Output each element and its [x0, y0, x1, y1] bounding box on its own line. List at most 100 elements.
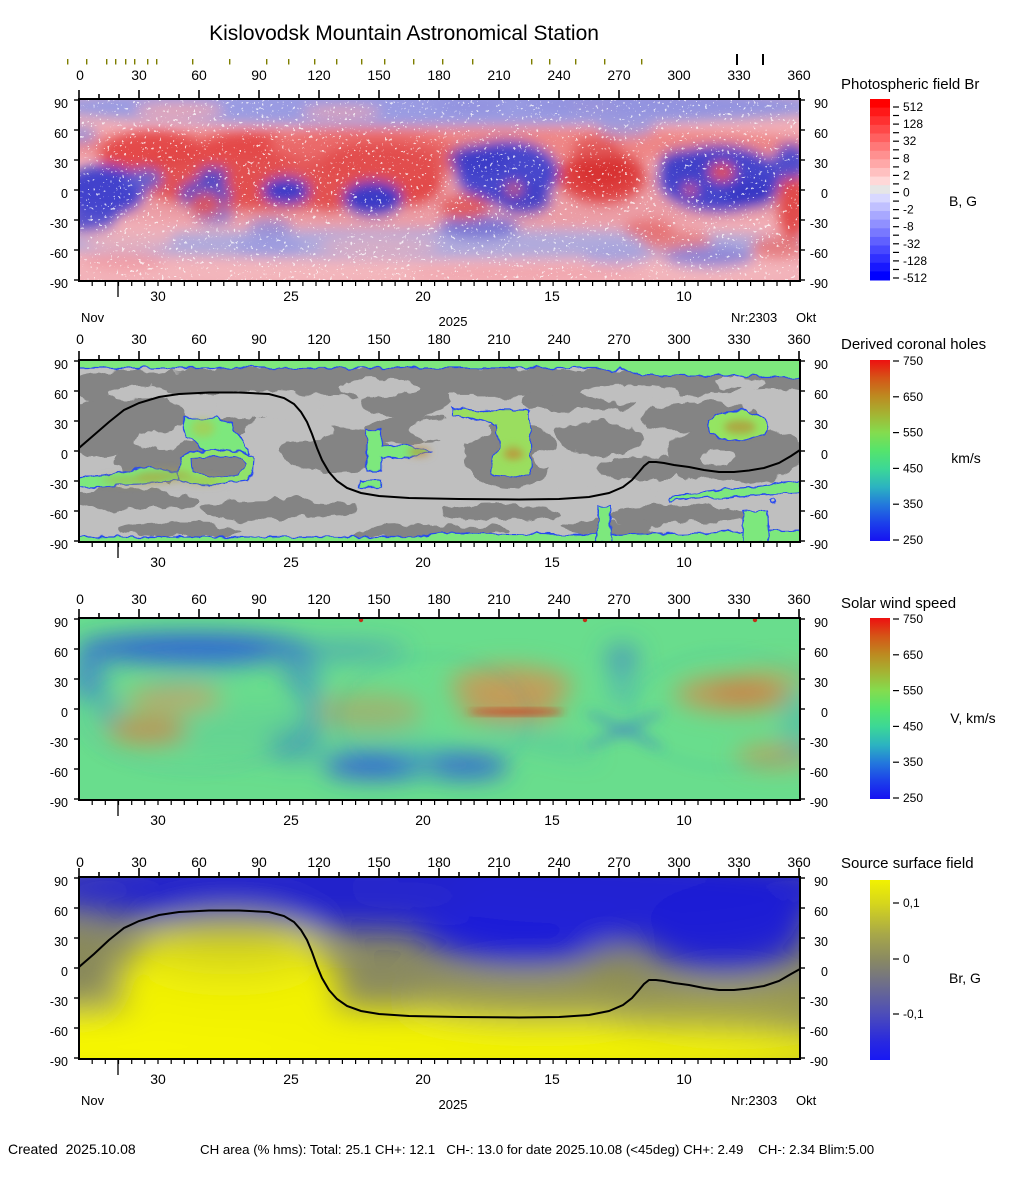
svg-text:210: 210: [487, 67, 511, 83]
svg-text:Photospheric field Br: Photospheric field Br: [841, 76, 979, 93]
svg-text:120: 120: [307, 854, 331, 870]
svg-text:10: 10: [676, 1071, 692, 1087]
svg-text:90: 90: [251, 331, 267, 347]
svg-text:20: 20: [415, 288, 431, 304]
svg-text:180: 180: [427, 331, 451, 347]
svg-text:-2: -2: [903, 203, 914, 217]
svg-text:180: 180: [427, 591, 451, 607]
svg-text:60: 60: [814, 646, 828, 660]
svg-text:B, G: B, G: [949, 193, 977, 209]
svg-text:Nr:2303: Nr:2303: [731, 1093, 777, 1108]
svg-text:90: 90: [814, 358, 828, 372]
svg-text:-128: -128: [903, 254, 927, 268]
svg-text:km/s: km/s: [951, 450, 981, 466]
svg-text:Solar wind speed: Solar wind speed: [841, 595, 956, 612]
svg-text:300: 300: [667, 331, 691, 347]
svg-text:-512: -512: [903, 271, 927, 285]
svg-text:360: 360: [787, 854, 811, 870]
svg-text:Source surface field: Source surface field: [841, 855, 974, 872]
svg-text:210: 210: [487, 591, 511, 607]
svg-text:150: 150: [367, 854, 391, 870]
svg-text:Nov: Nov: [81, 1093, 105, 1108]
svg-text:30: 30: [814, 676, 828, 690]
svg-text:250: 250: [903, 533, 923, 547]
svg-text:30: 30: [54, 157, 68, 171]
svg-text:-90: -90: [810, 277, 828, 291]
svg-text:-30: -30: [810, 995, 828, 1009]
svg-text:-30: -30: [810, 736, 828, 750]
svg-text:-60: -60: [50, 247, 68, 261]
svg-text:-90: -90: [810, 538, 828, 552]
svg-text:750: 750: [903, 612, 923, 626]
svg-text:60: 60: [54, 905, 68, 919]
svg-text:60: 60: [54, 646, 68, 660]
svg-text:2025: 2025: [439, 1097, 468, 1112]
svg-text:15: 15: [544, 288, 560, 304]
svg-text:90: 90: [251, 854, 267, 870]
svg-text:330: 330: [727, 331, 751, 347]
svg-text:2025: 2025: [439, 314, 468, 329]
svg-text:0: 0: [76, 854, 84, 870]
svg-text:30: 30: [131, 331, 147, 347]
svg-text:25: 25: [283, 812, 299, 828]
svg-text:300: 300: [667, 67, 691, 83]
svg-text:0: 0: [821, 187, 828, 201]
svg-text:0: 0: [61, 187, 68, 201]
svg-text:330: 330: [727, 591, 751, 607]
svg-text:30: 30: [131, 591, 147, 607]
svg-text:-30: -30: [50, 736, 68, 750]
svg-text:-8: -8: [903, 220, 914, 234]
svg-text:0: 0: [76, 331, 84, 347]
svg-text:Kislovodsk Mountain Astronomic: Kislovodsk Mountain Astronomical Station: [209, 22, 599, 45]
svg-text:0,1: 0,1: [903, 896, 920, 910]
svg-text:90: 90: [814, 616, 828, 630]
svg-text:-60: -60: [810, 508, 828, 522]
svg-text:-30: -30: [810, 217, 828, 231]
svg-text:-90: -90: [810, 1055, 828, 1069]
svg-text:90: 90: [54, 97, 68, 111]
svg-text:10: 10: [676, 288, 692, 304]
svg-text:15: 15: [544, 1071, 560, 1087]
svg-text:Nr:2303: Nr:2303: [731, 310, 777, 325]
svg-text:90: 90: [814, 875, 828, 889]
svg-text:-60: -60: [810, 1025, 828, 1039]
svg-text:0: 0: [76, 591, 84, 607]
svg-text:Nov: Nov: [81, 310, 105, 325]
svg-text:60: 60: [54, 127, 68, 141]
svg-text:15: 15: [544, 554, 560, 570]
svg-text:Derived coronal holes: Derived coronal holes: [841, 336, 986, 353]
svg-text:0: 0: [821, 965, 828, 979]
svg-text:60: 60: [814, 905, 828, 919]
svg-text:-60: -60: [50, 766, 68, 780]
svg-text:450: 450: [903, 719, 923, 733]
svg-text:350: 350: [903, 497, 923, 511]
svg-text:8: 8: [903, 151, 910, 165]
svg-text:550: 550: [903, 684, 923, 698]
svg-text:-30: -30: [50, 995, 68, 1009]
svg-text:240: 240: [547, 67, 571, 83]
svg-text:20: 20: [415, 554, 431, 570]
svg-text:V, km/s: V, km/s: [950, 710, 995, 726]
svg-text:60: 60: [54, 388, 68, 402]
svg-text:0: 0: [61, 706, 68, 720]
svg-text:240: 240: [547, 854, 571, 870]
svg-text:30: 30: [814, 935, 828, 949]
svg-text:-90: -90: [50, 538, 68, 552]
svg-text:120: 120: [307, 591, 331, 607]
svg-text:20: 20: [415, 1071, 431, 1087]
svg-text:-60: -60: [810, 766, 828, 780]
svg-text:-60: -60: [50, 508, 68, 522]
svg-text:0: 0: [61, 448, 68, 462]
svg-text:10: 10: [676, 812, 692, 828]
svg-text:120: 120: [307, 331, 331, 347]
svg-text:-60: -60: [810, 247, 828, 261]
svg-text:90: 90: [54, 358, 68, 372]
svg-text:-30: -30: [50, 217, 68, 231]
svg-text:25: 25: [283, 1071, 299, 1087]
svg-text:30: 30: [54, 676, 68, 690]
svg-text:550: 550: [903, 426, 923, 440]
svg-text:60: 60: [191, 854, 207, 870]
svg-text:Created 2025.10.08: Created 2025.10.08: [8, 1141, 136, 1157]
svg-text:90: 90: [814, 97, 828, 111]
svg-text:-30: -30: [810, 478, 828, 492]
